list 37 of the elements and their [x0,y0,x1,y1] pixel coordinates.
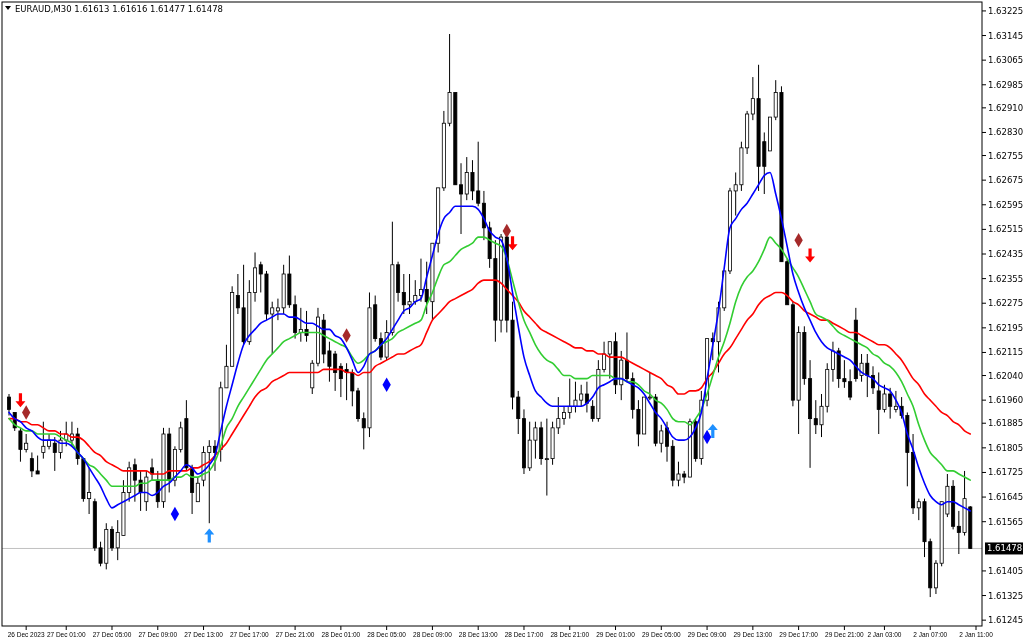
y-tick-label: 1.61805 [988,442,1024,453]
y-tick-label: 1.62040 [988,370,1024,381]
y-tick-label: 1.62515 [988,224,1024,235]
y-tick-label: 1.61565 [988,516,1024,527]
candlestick [647,371,652,401]
y-tick-label: 1.61325 [988,590,1024,601]
point [805,248,816,263]
y-tick-label: 1.63145 [988,30,1024,41]
y-tick-label: 1.61725 [988,467,1024,478]
chart-title: EURAUD,M30 1.61613 1.61616 1.61477 1.61478 [15,3,223,14]
y-tick-label: 1.61405 [988,565,1024,576]
point [204,528,215,543]
y-tick-label: 1.62755 [988,150,1024,161]
y-tick-label: 1.63225 [988,5,1024,16]
point [507,236,518,251]
y-tick-label: 1.61645 [988,492,1024,503]
y-tick-label: 1.62195 [988,322,1024,333]
y-tick-label: 1.62355 [988,273,1024,284]
y-tick-label: 1.63065 [988,55,1024,66]
y-tick-label: 1.61245 [988,615,1024,626]
ref-line-label: 1.61478 [987,543,1023,554]
candlestick [7,393,11,417]
candlestick [584,381,589,413]
candlestick [195,476,200,503]
point [707,423,718,438]
y-tick-label: 1.61885 [988,418,1024,429]
point [15,393,26,408]
y-tick-label: 1.62675 [988,175,1024,186]
y-tick-label: 1.61960 [988,395,1024,406]
y-tick-label: 1.62595 [988,199,1024,210]
y-tick-label: 1.62910 [988,102,1024,113]
y-tick-label: 1.62830 [988,127,1024,138]
line-series [8,171,972,512]
y-tick-label: 1.62275 [988,298,1024,309]
y-tick-label: 1.62985 [988,79,1024,90]
y-tick-label: 1.62435 [988,248,1024,259]
y-tick-label: 1.62115 [988,347,1024,358]
